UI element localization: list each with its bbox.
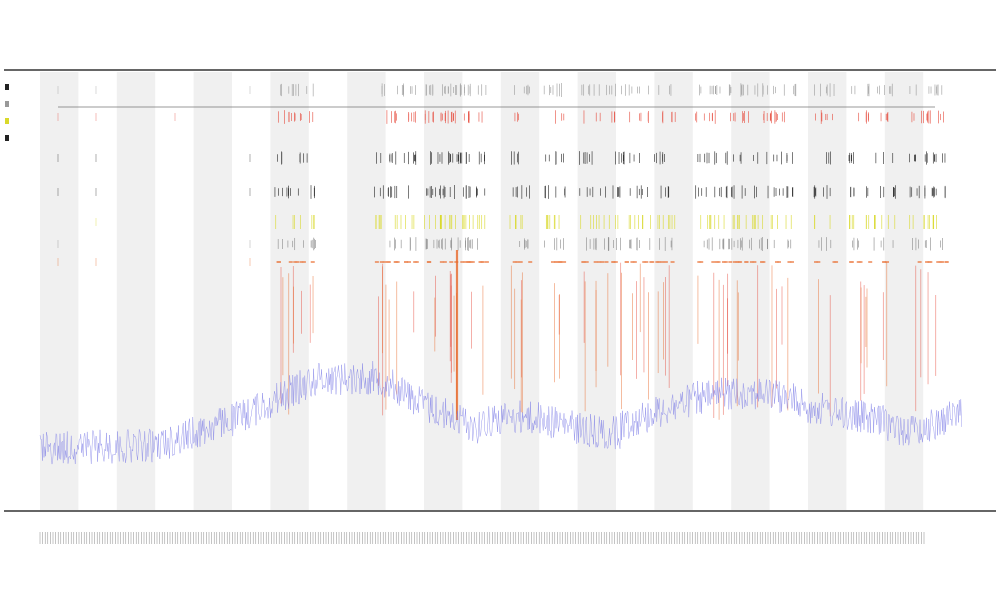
background-band: [347, 72, 386, 510]
background-band: [270, 72, 309, 510]
series-line: [39, 361, 962, 465]
background-band: [500, 72, 540, 510]
annotation-tracks: [57, 83, 949, 266]
x-tick-labels: [39, 532, 925, 544]
legend-swatch: [5, 118, 9, 124]
legend-swatch: [5, 101, 9, 107]
background-band: [193, 72, 232, 510]
signal-spikes: [280, 250, 937, 420]
legend-swatch: [5, 135, 9, 141]
background-band: [808, 72, 847, 510]
background-band: [654, 72, 693, 510]
series-line-group: [39, 361, 962, 465]
axes: [4, 69, 996, 512]
legend: [5, 84, 9, 141]
background-band: [116, 72, 156, 510]
background-band: [884, 72, 924, 510]
legend-swatch: [5, 84, 9, 90]
